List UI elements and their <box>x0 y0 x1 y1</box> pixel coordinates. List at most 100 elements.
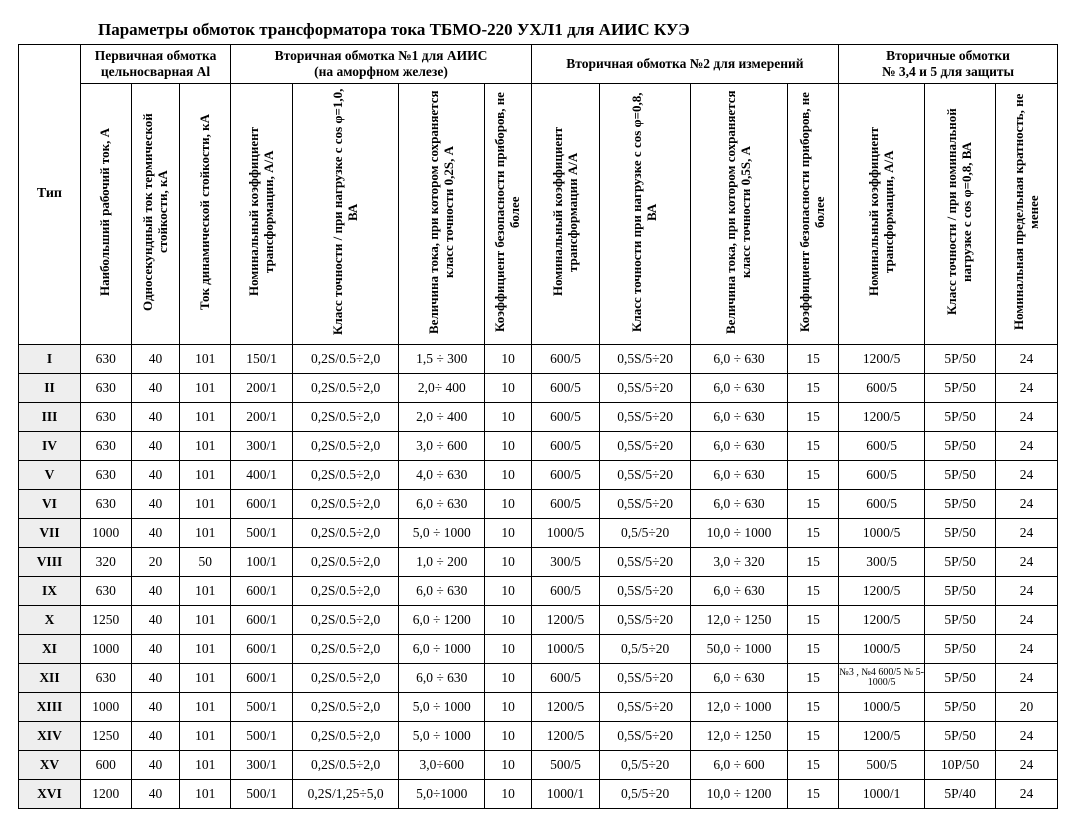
data-cell: 5Р/50 <box>925 722 996 751</box>
data-cell: 1200 <box>80 780 131 809</box>
data-cell: 40 <box>131 693 180 722</box>
data-cell: 5Р/50 <box>925 345 996 374</box>
data-cell: 101 <box>180 693 231 722</box>
group-primary: Первичная обмотка цельносварная Al <box>80 45 230 84</box>
col-c2: Односекундный ток термической стойкости,… <box>131 84 180 345</box>
data-cell: 1200/5 <box>531 693 600 722</box>
type-cell: XV <box>19 751 81 780</box>
data-cell: 0,5/5÷20 <box>600 780 691 809</box>
data-cell: 6,0 ÷ 630 <box>690 577 787 606</box>
data-cell: 500/5 <box>839 751 925 780</box>
table-row: XVI120040101500/10,2S/1,25÷5,05,0÷100010… <box>19 780 1058 809</box>
data-cell: 1200/5 <box>531 722 600 751</box>
data-cell: 40 <box>131 722 180 751</box>
data-cell: 0,5S/5÷20 <box>600 403 691 432</box>
data-cell: 0,2S/0.5÷2,0 <box>293 432 399 461</box>
type-cell: VII <box>19 519 81 548</box>
table-row: I63040101150/10,2S/0.5÷2,01,5 ÷ 30010600… <box>19 345 1058 374</box>
col-c8: Номинальный коэффициент трансформации А/… <box>531 84 600 345</box>
col-type: Тип <box>19 45 81 345</box>
group-sec1: Вторичная обмотка №1 для АИИС (на аморфн… <box>231 45 532 84</box>
data-cell: 24 <box>995 751 1057 780</box>
data-cell: 1000/5 <box>531 519 600 548</box>
data-cell: 24 <box>995 490 1057 519</box>
data-cell: 1,5 ÷ 300 <box>399 345 485 374</box>
group-sec345: Вторичные обмотки № 3,4 и 5 для защиты <box>839 45 1058 84</box>
col-c6-label: Величина тока, при котором сохраняется к… <box>425 82 459 342</box>
col-c11: Коэффициент безопасности приборов, не бо… <box>788 84 839 345</box>
data-cell: 10Р/50 <box>925 751 996 780</box>
data-cell: 101 <box>180 490 231 519</box>
data-cell: 0,2S/0.5÷2,0 <box>293 403 399 432</box>
col-c7-label: Коэффициент безопасности приборов, не бо… <box>491 82 525 342</box>
data-cell: 630 <box>80 403 131 432</box>
group-sec1-l1: Вторичная обмотка №1 для АИИС <box>275 48 488 63</box>
data-cell: 600/1 <box>231 577 293 606</box>
data-cell: 0,5/5÷20 <box>600 751 691 780</box>
col-c14-label: Номинальная предельная кратность, не мен… <box>1010 82 1044 342</box>
data-cell: 5Р/50 <box>925 490 996 519</box>
data-cell: 24 <box>995 606 1057 635</box>
data-cell: 101 <box>180 606 231 635</box>
data-cell: 10,0 ÷ 1000 <box>690 519 787 548</box>
type-cell: XII <box>19 664 81 693</box>
col-c14: Номинальная предельная кратность, не мен… <box>995 84 1057 345</box>
col-c9: Класс точности при нагрузке с cos φ=0,8,… <box>600 84 691 345</box>
data-cell: 50,0 ÷ 1000 <box>690 635 787 664</box>
data-cell: 6,0 ÷ 630 <box>690 490 787 519</box>
data-cell: 0,5S/5÷20 <box>600 606 691 635</box>
data-cell: 1000/5 <box>839 693 925 722</box>
data-cell: 40 <box>131 403 180 432</box>
data-cell: 10,0 ÷ 1200 <box>690 780 787 809</box>
col-c3: Ток динамической стойкости, кА <box>180 84 231 345</box>
table-row: VI63040101600/10,2S/0.5÷2,06,0 ÷ 6301060… <box>19 490 1058 519</box>
data-cell: 15 <box>788 751 839 780</box>
data-cell: 0,2S/0.5÷2,0 <box>293 664 399 693</box>
table-row: XIV125040101500/10,2S/0.5÷2,05,0 ÷ 10001… <box>19 722 1058 751</box>
data-cell: 600/1 <box>231 606 293 635</box>
data-cell: 15 <box>788 490 839 519</box>
table-row: VIII3202050100/10,2S/0.5÷2,01,0 ÷ 200103… <box>19 548 1058 577</box>
data-cell: 5Р/50 <box>925 606 996 635</box>
data-cell: 40 <box>131 519 180 548</box>
data-cell: 600 <box>80 751 131 780</box>
data-cell: 10 <box>485 577 531 606</box>
data-cell: 600/5 <box>839 432 925 461</box>
data-cell: 15 <box>788 403 839 432</box>
data-cell: 6,0 ÷ 630 <box>399 490 485 519</box>
data-cell: 15 <box>788 664 839 693</box>
data-cell: 500/1 <box>231 722 293 751</box>
data-cell: 5,0 ÷ 1000 <box>399 693 485 722</box>
data-cell: 24 <box>995 664 1057 693</box>
data-cell: 500/1 <box>231 780 293 809</box>
data-cell: 1000 <box>80 693 131 722</box>
data-cell: 0,2S/0.5÷2,0 <box>293 722 399 751</box>
data-cell: 101 <box>180 722 231 751</box>
data-cell: 0,5S/5÷20 <box>600 461 691 490</box>
data-cell: 40 <box>131 751 180 780</box>
type-cell: I <box>19 345 81 374</box>
col-c8-label: Номинальный коэффициент трансформации А/… <box>549 82 583 342</box>
data-cell: 24 <box>995 461 1057 490</box>
data-cell: 20 <box>131 548 180 577</box>
table-row: III63040101200/10,2S/0.5÷2,02,0 ÷ 400106… <box>19 403 1058 432</box>
data-cell: 2,0 ÷ 400 <box>399 403 485 432</box>
col-c10: Величина тока, при котором сохраняется к… <box>690 84 787 345</box>
table-row: VII100040101500/10,2S/0.5÷2,05,0 ÷ 10001… <box>19 519 1058 548</box>
data-cell: 0,2S/1,25÷5,0 <box>293 780 399 809</box>
data-cell: 40 <box>131 664 180 693</box>
data-cell: 6,0 ÷ 600 <box>690 751 787 780</box>
data-cell: 100/1 <box>231 548 293 577</box>
data-cell: 101 <box>180 403 231 432</box>
data-cell: 24 <box>995 780 1057 809</box>
data-cell: 1200/5 <box>839 403 925 432</box>
data-cell: 15 <box>788 461 839 490</box>
data-cell: 0,2S/0.5÷2,0 <box>293 490 399 519</box>
data-cell: 6,0 ÷ 1200 <box>399 606 485 635</box>
data-cell: 5Р/50 <box>925 403 996 432</box>
data-cell: 12,0 ÷ 1250 <box>690 722 787 751</box>
data-cell: 500/1 <box>231 693 293 722</box>
table-row: XII63040101600/10,2S/0.5÷2,06,0 ÷ 630106… <box>19 664 1058 693</box>
data-cell: 0,2S/0.5÷2,0 <box>293 606 399 635</box>
group-primary-l2: цельносварная Al <box>101 64 210 79</box>
